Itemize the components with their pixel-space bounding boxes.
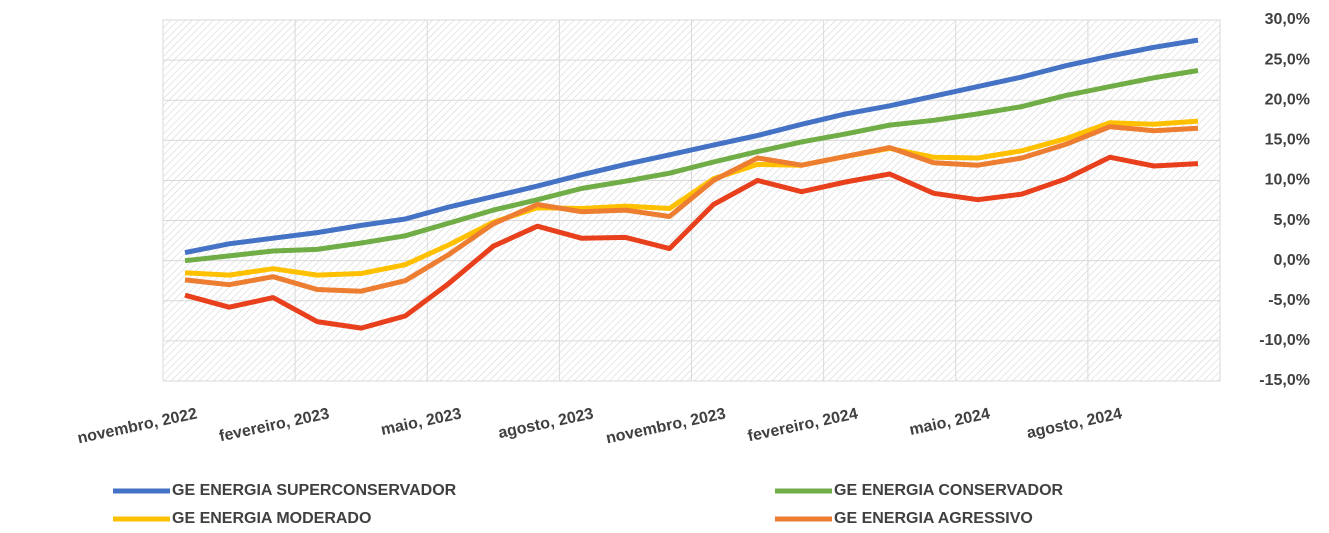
y-tick-label: 0,0% xyxy=(1274,252,1310,269)
series-line xyxy=(184,37,1199,256)
x-tick-label: novembro, 2023 xyxy=(605,405,728,447)
x-tick-label: agosto, 2024 xyxy=(1025,405,1123,442)
legend-label: GE ENERGIA CONSERVADOR xyxy=(834,482,1064,499)
legend-label: GE ENERGIA SUPERCONSERVADOR xyxy=(172,482,457,499)
y-tick-label: 15,0% xyxy=(1265,132,1310,149)
x-tick-label: fevereiro, 2023 xyxy=(218,405,331,445)
y-tick-label: -5,0% xyxy=(1268,292,1310,309)
series-line xyxy=(184,118,1199,278)
y-tick-label: -10,0% xyxy=(1259,332,1310,349)
series-line xyxy=(184,124,1199,294)
x-tick-label: fevereiro, 2024 xyxy=(746,405,859,445)
x-tick-label: maio, 2024 xyxy=(908,405,992,439)
series-line xyxy=(184,68,1199,264)
y-tick-label: -15,0% xyxy=(1259,372,1310,389)
y-tick-label: 30,0% xyxy=(1265,11,1310,28)
y-tick-label: 20,0% xyxy=(1265,91,1310,108)
y-tick-label: 25,0% xyxy=(1265,51,1310,68)
legend-label: GE ENERGIA MODERADO xyxy=(172,510,371,527)
y-tick-label: 5,0% xyxy=(1274,212,1310,229)
x-tick-label: novembro, 2022 xyxy=(76,405,199,447)
x-tick-label: maio, 2023 xyxy=(379,405,463,439)
legend-label: GE ENERGIA AGRESSIVO xyxy=(834,510,1033,527)
y-tick-label: 10,0% xyxy=(1265,172,1310,189)
x-tick-label: agosto, 2023 xyxy=(497,405,595,442)
series-line xyxy=(184,154,1199,331)
